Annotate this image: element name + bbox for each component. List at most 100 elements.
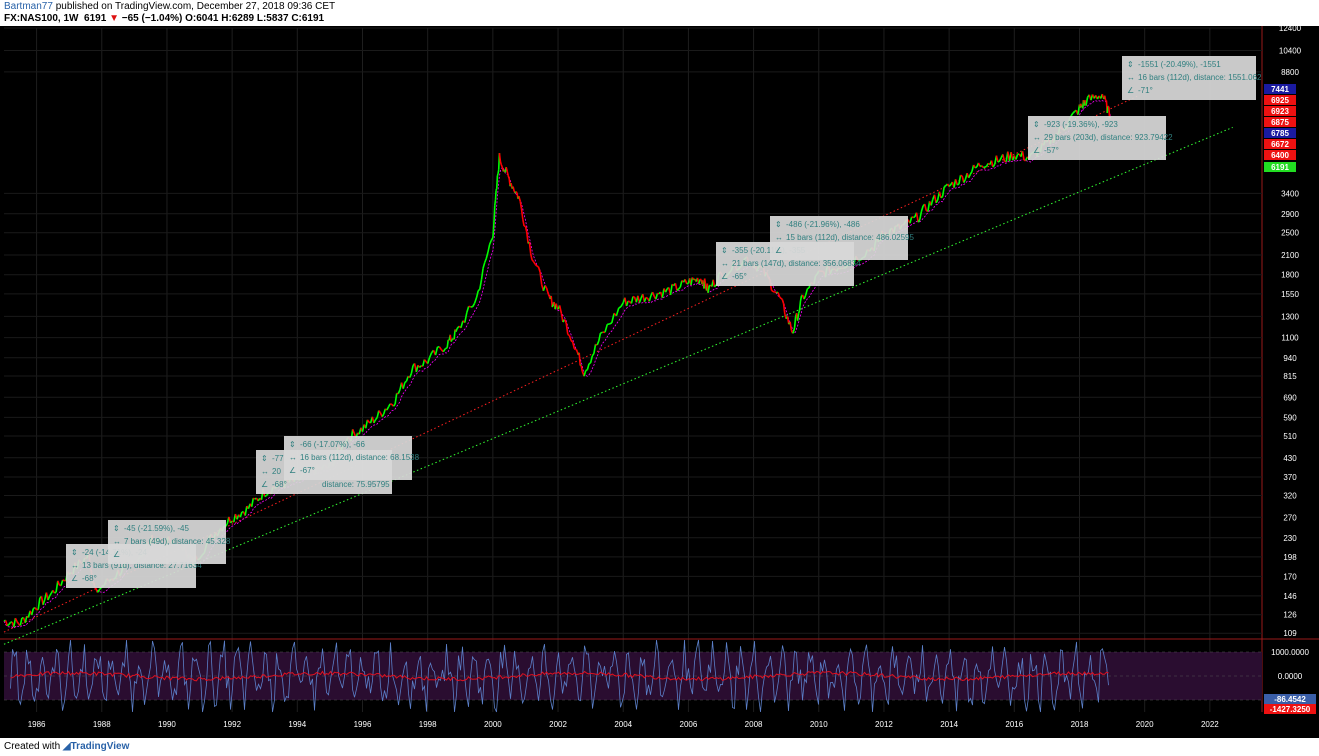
price-segment — [941, 186, 945, 197]
y-tick-label: 370 — [1283, 473, 1297, 482]
price-segment — [506, 171, 509, 176]
price-segment — [786, 316, 790, 325]
price-segment — [418, 365, 422, 368]
price-segment — [252, 497, 256, 500]
price-segment — [997, 160, 1001, 163]
price-segment — [482, 262, 486, 269]
price-segment — [520, 208, 524, 220]
price-segment — [704, 283, 707, 290]
price-segment — [796, 313, 800, 321]
price-segment — [581, 370, 584, 374]
price-segment — [573, 348, 576, 350]
price-segment — [709, 284, 711, 287]
price-segment — [498, 153, 502, 162]
price-segment — [515, 191, 518, 194]
x-tick-label: 1994 — [288, 720, 306, 729]
measure-box[interactable]: ⇕ -486 (-21.96%), -486↔ 15 bars (112d), di… — [770, 216, 914, 260]
y-tick-label: 146 — [1283, 592, 1297, 601]
price-segment — [24, 616, 28, 623]
price-segment — [438, 346, 443, 351]
price-axis[interactable]: 12400 10400 8800 3400 2900 2500 2100 1800 1550 13… — [1271, 26, 1309, 681]
price-segment — [507, 175, 510, 179]
price-segment — [378, 410, 382, 414]
oscillator-blue-line — [10, 639, 1109, 713]
price-badge-label: 6672 — [1271, 140, 1289, 149]
price-segment — [512, 186, 515, 191]
price-segment — [479, 279, 483, 290]
price-segment — [265, 493, 269, 497]
price-change: −65 (−1.04%) — [121, 13, 183, 24]
price-segment — [655, 293, 659, 300]
price-segment — [954, 179, 959, 186]
measure-text: -71° — [1138, 86, 1153, 95]
price-segment — [387, 403, 391, 408]
time-axis[interactable]: 1986 1988 1990 1992 1994 1996 1998 2000 2002 2004… — [28, 720, 1220, 729]
price-segment — [912, 216, 916, 219]
price-segment — [522, 219, 525, 227]
price-segment — [426, 357, 431, 364]
price-segment — [933, 194, 937, 203]
price-badge — [1264, 162, 1296, 172]
price-segment — [707, 285, 711, 293]
angle-icon: ∠ — [261, 480, 268, 489]
tradingview-link[interactable]: TradingView — [70, 741, 130, 752]
bars-range-icon: ↔ — [261, 467, 269, 476]
price-segment — [496, 175, 499, 189]
price-segment — [807, 287, 810, 290]
price-segment — [596, 340, 600, 346]
price-segment — [48, 592, 52, 597]
author-link[interactable]: Bartman77 — [4, 1, 53, 12]
created-label: Created with — [4, 741, 61, 752]
price-segment — [803, 294, 807, 300]
y-tick-label: 510 — [1283, 432, 1297, 441]
price-segment — [6, 623, 10, 627]
x-tick-label: 1988 — [93, 720, 111, 729]
measure-text: -77 — [272, 454, 284, 463]
price-chart[interactable]: ⇕ -77↔ 20∠ -68° distance: 75.95795⇕ -66 (-17.… — [0, 26, 1319, 738]
y-tick-label: 2100 — [1281, 251, 1299, 260]
price-segment — [14, 617, 18, 622]
price-badges: -86.4542-1427.3250 7441 6925 6923 6875 6785 66… — [1264, 84, 1316, 714]
price-segment — [455, 328, 458, 333]
price-segment — [47, 595, 51, 601]
y-tick-label: 2500 — [1281, 229, 1299, 238]
price-segment — [466, 306, 470, 313]
y-tick-label: 12400 — [1279, 26, 1302, 33]
price-segment — [423, 359, 427, 363]
price-segment — [992, 163, 996, 168]
measure-text: -68° — [272, 480, 287, 489]
angle-icon: ∠ — [1127, 86, 1134, 95]
measure-box[interactable]: ⇕ -923 (-19.36%), -923↔ 29 bars (203d), di… — [1028, 116, 1173, 160]
price-segment — [920, 205, 924, 212]
price-segment — [551, 304, 554, 308]
y-tick-label: 170 — [1283, 572, 1297, 581]
measure-box[interactable]: ⇕ -66 (-17.07%), -66↔ 16 bars (112d), dist… — [284, 436, 420, 480]
osc-value-badge — [1264, 704, 1316, 714]
price-segment — [500, 164, 504, 168]
price-segment — [536, 265, 539, 268]
symbol-line: FX:NAS100, 1W 6191 ▼ −65 (−1.04%) O:6041… — [4, 13, 324, 25]
price-segment — [974, 166, 978, 169]
price-segment — [526, 232, 529, 244]
price-segment — [244, 505, 248, 516]
price-segment — [580, 365, 583, 372]
price-range-icon: ⇕ — [1033, 120, 1040, 129]
price-segment — [34, 607, 38, 611]
price-segment — [981, 165, 984, 168]
measure-text: -67° — [300, 466, 315, 475]
price-segment — [410, 365, 414, 374]
price-segment — [52, 589, 56, 594]
measure-box[interactable]: ⇕ -1551 (-20.49%), -1551↔ 16 bars (112d), … — [1122, 56, 1262, 100]
price-badge — [1264, 128, 1296, 138]
measure-box[interactable]: ⇕ -45 (-21.59%), -45↔ 7 bars (49d), distan… — [108, 520, 231, 564]
price-badge — [1264, 84, 1296, 94]
y-tick-label: 8800 — [1281, 68, 1299, 77]
y-tick-label: 1100 — [1281, 334, 1299, 343]
price-segment — [450, 339, 453, 342]
price-segment — [55, 580, 59, 593]
price-segment — [919, 211, 923, 220]
price-badge — [1264, 117, 1296, 127]
price-segment — [483, 258, 488, 263]
angle-icon: ∠ — [289, 466, 296, 475]
price-segment — [451, 338, 454, 341]
